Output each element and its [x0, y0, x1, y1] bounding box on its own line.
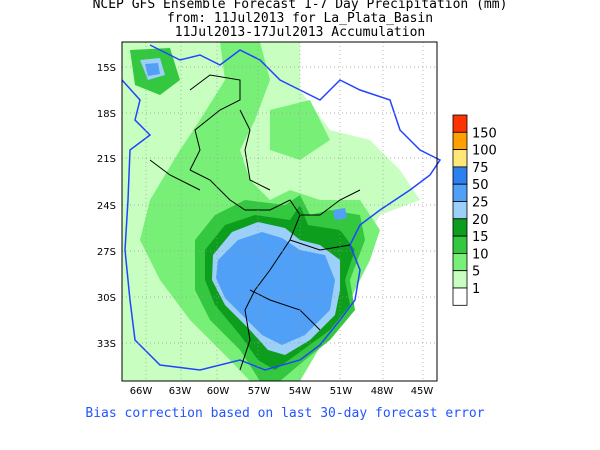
bias-correction-note: Bias correction based on last 30-day for… — [85, 406, 485, 421]
plot-frame — [121, 41, 438, 382]
legend-swatch — [452, 252, 468, 272]
lat-tick: 18S — [97, 109, 116, 120]
legend-swatch — [452, 149, 468, 168]
legend-label: 50 — [472, 178, 489, 193]
legend-swatch — [452, 201, 468, 220]
color-legend: 150 100 75 50 25 20 15 10 5 1 — [452, 114, 497, 306]
title-line-1: NCEP GFS Ensemble Forecast 1-7 Day Preci… — [92, 0, 508, 12]
coastline — [121, 44, 442, 371]
legend-label: 10 — [472, 247, 489, 262]
lat-tick: 21S — [97, 154, 116, 165]
lat-tick-labels: 15S 18S 21S 24S 27S 30S 33S — [97, 63, 116, 350]
lon-tick: 51W — [330, 386, 353, 397]
lon-tick: 54W — [289, 386, 312, 397]
legend-swatch — [452, 235, 468, 254]
lat-tick: 24S — [97, 201, 116, 212]
legend-label: 5 — [472, 265, 480, 280]
lon-tick: 45W — [411, 386, 434, 397]
legend-swatch — [452, 218, 468, 237]
lon-tick-labels: 66W 63W 60W 57W 54W 51W 48W 45W — [130, 386, 434, 397]
legend-label: 75 — [472, 161, 489, 176]
grid-lines — [122, 42, 437, 381]
legend-label: 100 — [472, 144, 497, 159]
precip-25mm — [145, 63, 347, 345]
legend-label: 25 — [472, 196, 489, 211]
lat-tick: 30S — [97, 293, 116, 304]
lat-tick: 33S — [97, 339, 116, 350]
legend-swatch — [452, 114, 468, 133]
lon-tick: 48W — [371, 386, 394, 397]
lat-tick: 27S — [97, 247, 116, 258]
title-line-3: 11Jul2013-17Jul2013 Accumulation — [174, 25, 426, 40]
legend-label: 20 — [472, 213, 489, 228]
legend-label: 15 — [472, 230, 489, 245]
title-line-2: from: 11Jul2013 for La_Plata_Basin — [166, 11, 434, 26]
lat-tick: 15S — [97, 63, 116, 74]
legend-label: 1 — [472, 282, 480, 297]
lon-tick: 66W — [130, 386, 153, 397]
legend-swatch — [452, 287, 468, 306]
legend-swatch — [452, 166, 468, 185]
legend-swatch — [452, 131, 468, 151]
lon-tick: 60W — [207, 386, 230, 397]
lon-tick: 57W — [248, 386, 271, 397]
legend-swatch — [452, 183, 468, 202]
legend-swatch — [452, 270, 468, 289]
legend-label: 150 — [472, 126, 497, 141]
lon-tick: 63W — [169, 386, 192, 397]
precip-field — [122, 42, 437, 381]
